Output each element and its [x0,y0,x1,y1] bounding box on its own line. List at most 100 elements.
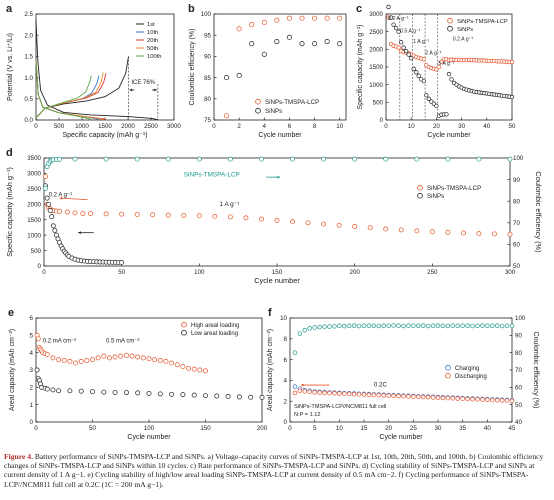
point-CE [411,323,416,329]
y-tick-label: 3000 [369,11,383,18]
x-tick-label: 150 [272,269,283,276]
point-SiNPs-TMSPA-LCP [165,212,171,218]
annotation-arrowhead [277,175,281,179]
point-Discharging [480,397,485,402]
point-Discharging [327,390,332,396]
x-tick-label: 0 [288,425,292,432]
point-SiNPs [312,41,318,47]
point-High areal loading [197,367,203,373]
panel-letter: e [8,307,14,319]
rate-label: 0.2 A g⁻¹ [453,37,474,43]
point-Discharging [322,390,327,396]
legend-SiNPs-TMSPA-LCP: SiNPs-TMSPA-LCP [427,185,481,192]
y-tick-label: 1 [30,402,34,409]
point-SiNPs-TMSPA-LCP [434,67,439,72]
point-Discharging [307,389,312,395]
y-tick-label: 3 [30,367,34,374]
point-CE [435,323,441,328]
legend-Charging: Charging [455,366,479,372]
point-SiNPs [324,39,330,45]
y-tick-label: 2000 [369,47,383,54]
point-SiNPs [261,51,267,57]
y-tick-label: 1.0 [24,75,33,82]
y-tick-label: 75 [204,117,211,124]
x-tick-label: 150 [200,425,211,432]
x-tick-label: 0 [34,425,38,432]
y2-tick-label: 60 [515,385,522,392]
y-tick-label: 3500 [27,155,41,162]
point-CE [425,323,431,329]
x-tick-label: 50 [509,123,516,130]
y-tick-label: 2500 [369,29,383,36]
figure-canvas: 0 500 1000 1500 2000 2500 30000.00.51.01.52.02… [5,3,543,441]
point-Low areal loading [259,394,265,400]
point-CE [196,156,202,162]
point-SiNPs-TMSPA-LCP [236,26,242,32]
point-SiNPs-TMSPA-LCP [274,17,280,23]
point-SiNPs-TMSPA-LCP [312,15,318,21]
point-Discharging [351,391,357,397]
x-axis-label: Cycle number [127,434,171,441]
y-tick-label: 1000 [369,82,383,89]
point-SiNPs-TMSPA-LCP [212,213,218,219]
point-High areal loading [44,351,50,357]
y-tick-label: 1.5 [24,54,33,61]
point-SiNPs [416,73,421,78]
point-SiNPs [411,66,416,71]
y2-axis-label: Coulombic efficiency (%) [532,332,539,409]
y-tick-label: 2500 [27,186,41,193]
point-CE [321,156,327,162]
point-CE [43,185,49,191]
point-Low areal loading [180,392,186,398]
point-CE [103,156,109,162]
point-CE [371,323,377,329]
x-tick-label: 6 [288,123,292,130]
point-SiNPs-TMSPA-LCP [103,211,109,217]
point-Discharging [356,392,362,397]
point-SiNPs-TMSPA-LCP [460,230,466,236]
point-SiNPs-TMSPA-LCP [352,224,358,229]
point-CE [165,156,171,162]
point-High areal loading [123,352,129,358]
x-tick-label: 10 [336,425,343,432]
y-tick-label: 2 [284,398,288,405]
x-tick-label: 4 [263,123,267,130]
panel-letter: d [6,147,13,159]
y-tick-label: 80 [204,96,211,103]
y-axis-label: Areal capacity (mAh cm⁻²) [9,329,16,411]
legend-swatch [181,321,187,328]
point-Discharging [411,394,416,399]
point-SiNPs-TMSPA-LCP [398,227,404,233]
point-Discharging [332,391,337,396]
point-SiNPs-TMSPA-LCP [261,19,267,26]
point-Discharging [406,394,411,399]
point-CE [494,323,500,328]
point-SiNPs [393,25,399,31]
x-tick-label: 2 [237,123,241,130]
point-CE [386,323,391,329]
y-tick-label: 90 [204,54,211,61]
rate-label: 0.5 A g⁻¹ [400,28,421,34]
y2-tick-label: 80 [513,198,520,205]
y2-tick-label: 100 [515,315,526,322]
point-SiNPs [46,201,52,207]
point-Low areal loading [78,388,84,394]
point-CE [414,156,420,162]
point-SiNPs-TMSPA-LCP [290,219,295,225]
point-SiNPs-TMSPA-LCP [429,229,435,235]
point-SiNPs-TMSPA-LCP [249,22,255,28]
point-SiNPs-TMSPA-LCP [150,212,156,218]
rate-label: 1 A g⁻¹ [413,39,429,45]
caption-text: Battery performance of SiNPs-TMSPA-LCP a… [4,452,544,489]
point-Low areal loading [101,389,107,395]
point-Discharging [302,389,308,394]
point-Discharging [337,391,342,396]
point-CE [445,156,451,162]
x-tick-label: 10 [336,123,343,130]
point-High areal loading [174,362,180,368]
point-CE [475,323,480,329]
x-tick-label: 200 [350,269,361,276]
point-SiNPs-TMSPA-LCP [286,15,292,21]
rate-label: 2 A g⁻¹ [425,50,441,56]
